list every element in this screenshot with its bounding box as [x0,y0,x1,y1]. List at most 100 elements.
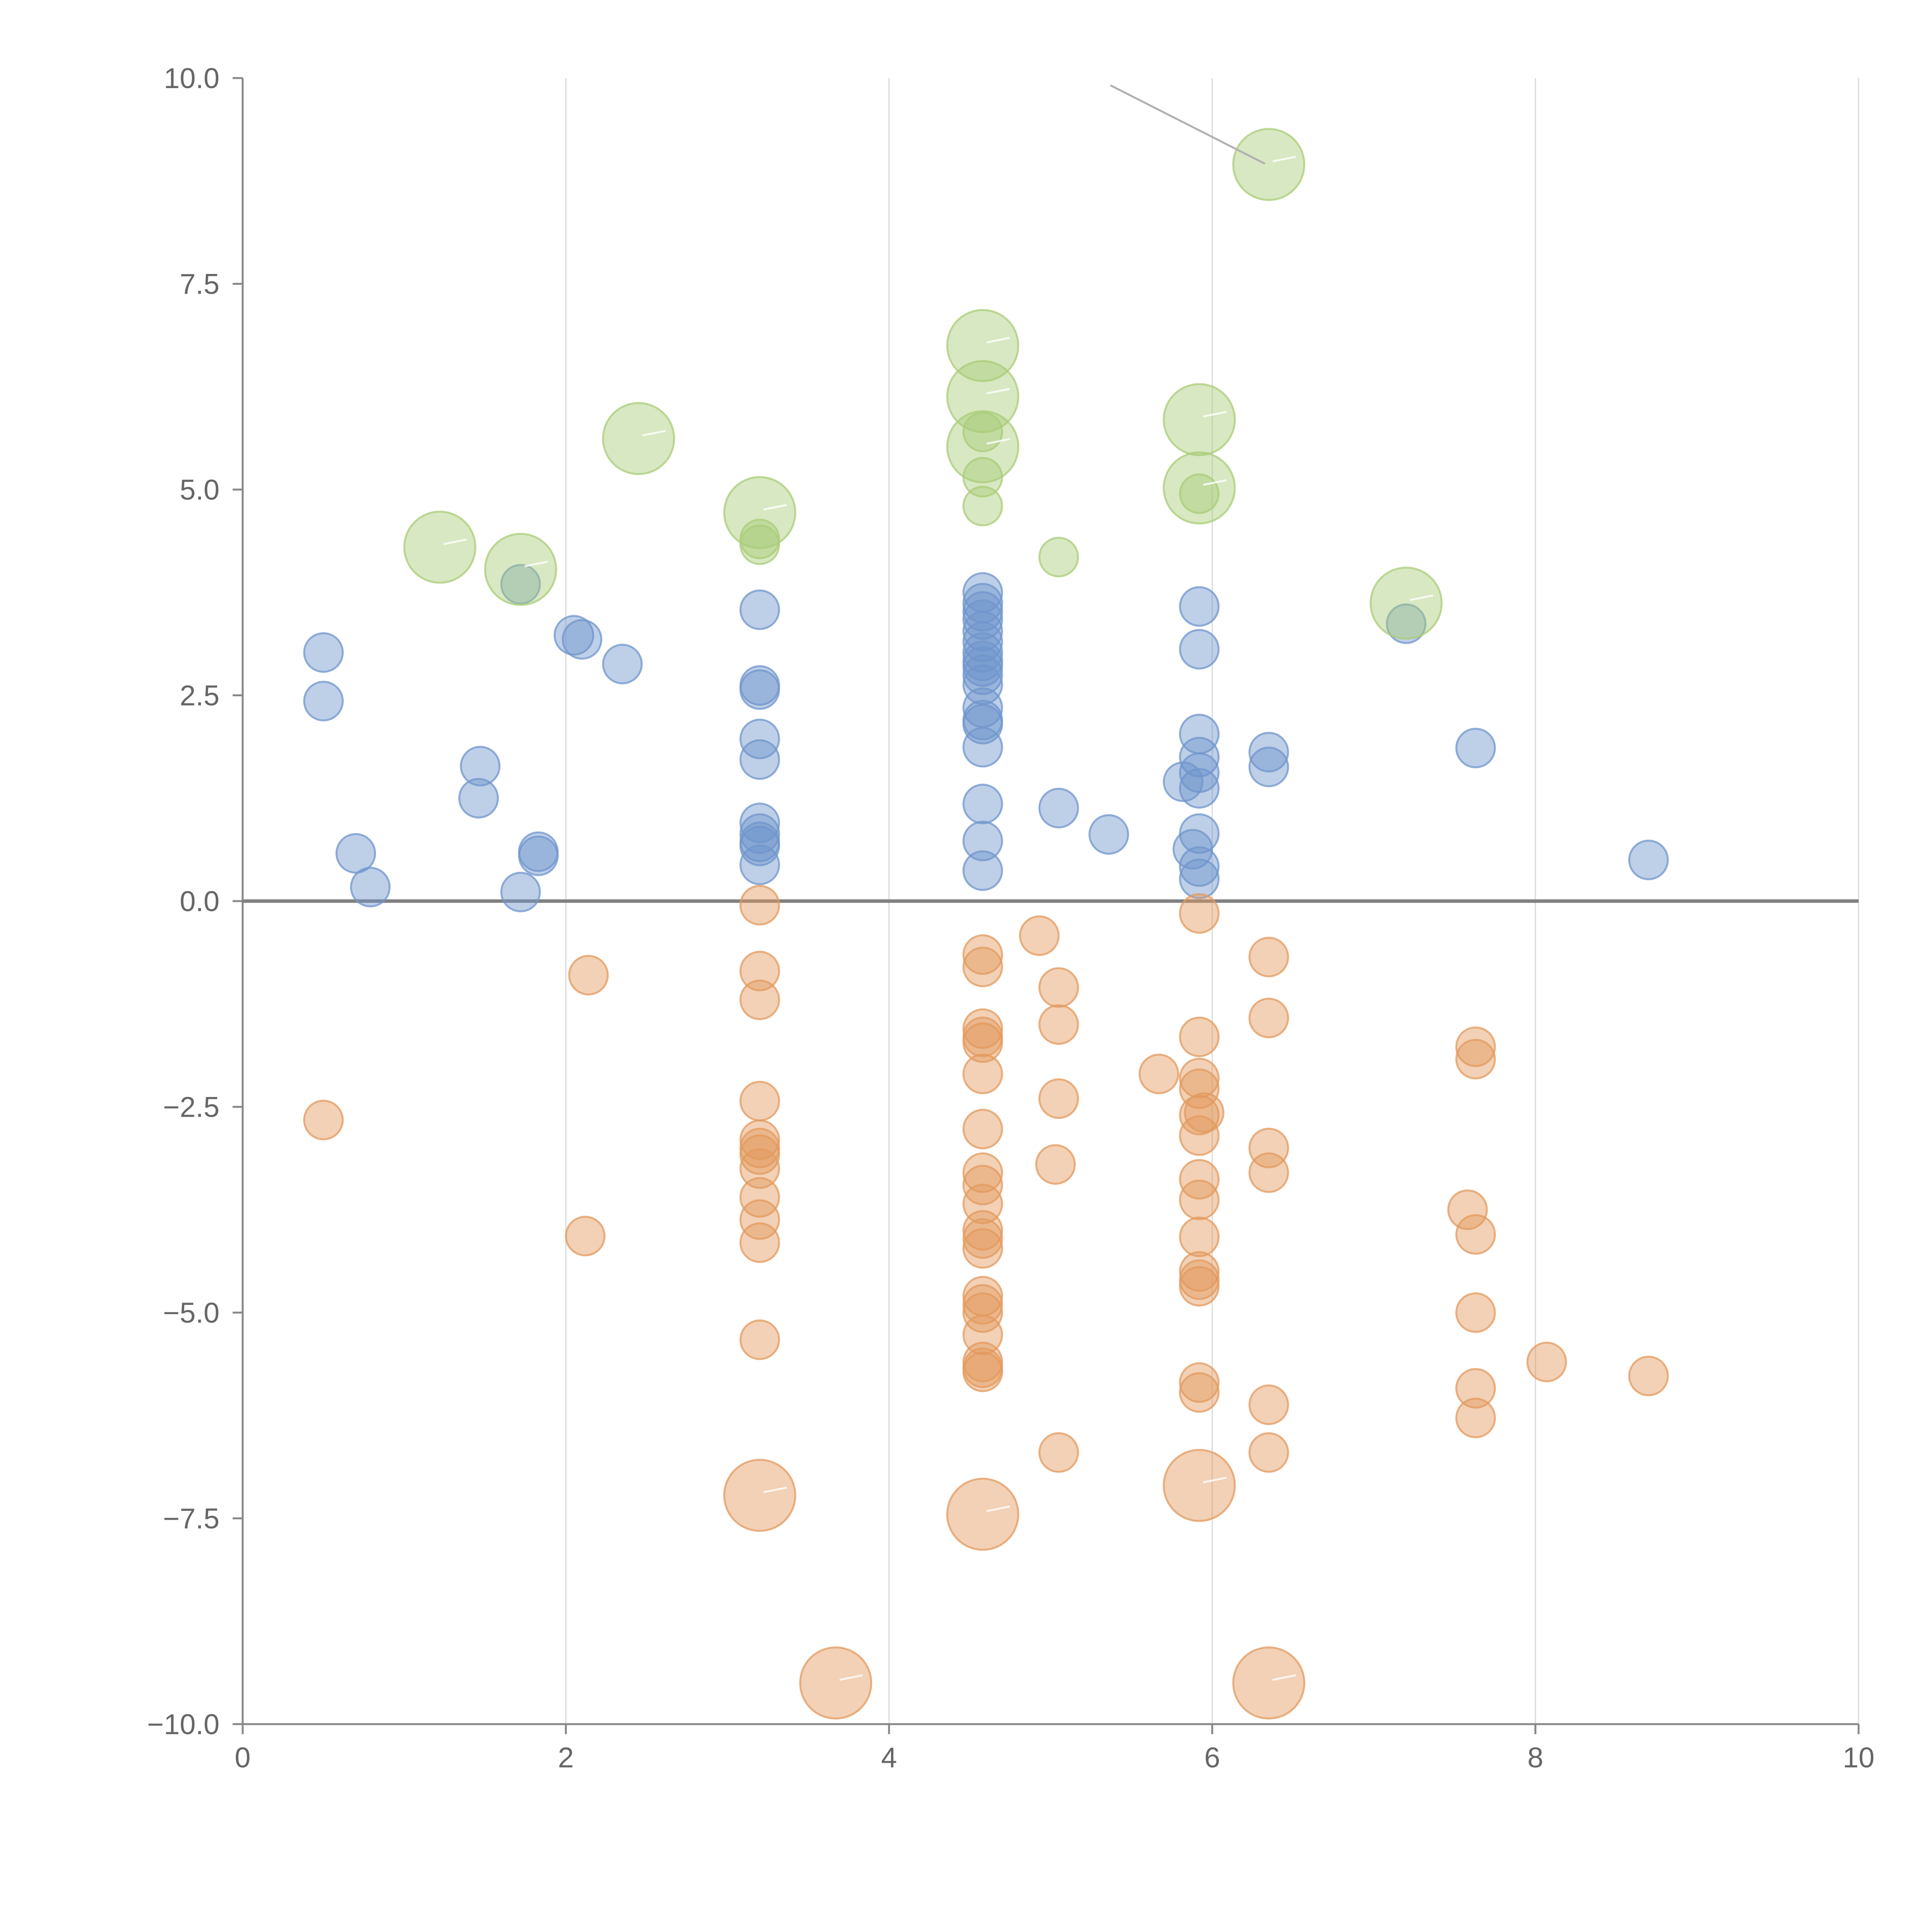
point-blue-small-17 [739,739,780,780]
point-orange-small-27 [962,1228,1003,1269]
leader-line-4 [1272,1674,1296,1681]
point-green-large-0 [403,510,476,584]
tick-labels: 0 2 4 6 8 10 10.0 7.5 5.0 2.5 0.0 −2.5 −5.0 −7.5 −10.0 [147,62,1874,1774]
point-blue-small-49 [1163,761,1204,802]
point-blue-small-5 [350,867,391,908]
point-orange-small-42 [1179,893,1220,934]
point-blue-small-43 [1179,586,1220,627]
point-blue-small-44 [1179,629,1220,670]
leader-line-5 [443,538,467,545]
y-tick-label-8: −10.0 [147,1708,219,1740]
point-blue-small-40 [962,850,1003,891]
point-blue-small-16 [739,718,780,759]
point-orange-small-17 [962,1008,1003,1049]
point-blue-small-42 [1088,814,1129,855]
point-blue-small-13 [739,589,780,630]
point-orange-small-5 [739,980,780,1020]
leader-line-1 [986,1505,1010,1512]
point-blue-small-11 [518,835,559,876]
data-points [303,128,1669,1719]
point-blue-small-27 [962,611,1003,651]
y-tick-label-1: 7.5 [180,268,219,300]
point-blue-small-2 [460,746,501,787]
point-orange-small-71 [1628,1355,1669,1396]
point-orange-small-1 [568,955,609,996]
axes [233,77,1860,1734]
point-blue-small-54 [1248,731,1289,772]
point-orange-small-58 [1248,997,1289,1038]
point-blue-small-37 [962,727,1003,768]
point-orange-small-41 [1138,1053,1179,1094]
point-orange-small-37 [1038,1004,1079,1045]
point-green-small-1 [739,524,780,565]
point-orange-small-65 [1455,1039,1496,1080]
point-orange-small-35 [1019,915,1060,956]
point-orange-small-22 [962,1152,1003,1193]
point-blue-small-19 [739,813,780,854]
x-tick-label-5: 10 [1843,1742,1874,1774]
point-orange-small-30 [962,1292,1003,1333]
point-blue-small-6 [500,564,541,605]
point-green-large-7 [1163,383,1236,456]
point-orange-small-19 [962,1022,1003,1063]
point-blue-small-26 [962,599,1003,640]
y-tick-label-5: −2.5 [163,1091,219,1123]
point-green-small-6 [1179,473,1220,514]
point-orange-small-52 [1179,1251,1220,1292]
point-blue-small-38 [962,784,1003,825]
point-orange-small-67 [1455,1292,1496,1333]
leader-line-12 [1203,411,1227,418]
point-orange-small-20 [962,1053,1003,1094]
point-green-large-4 [946,309,1019,382]
leader-line-9 [986,337,1010,344]
point-orange-small-15 [962,934,1003,975]
point-blue-small-12 [500,872,541,913]
point-orange-large-1 [946,1478,1019,1551]
leader-line-13 [1203,479,1227,486]
point-blue-small-8 [561,619,602,660]
point-orange-small-10 [739,1148,780,1189]
point-blue-small-36 [962,704,1003,745]
x-tick-label-3: 6 [1204,1742,1220,1774]
point-orange-small-4 [739,951,780,992]
point-green-small-2 [962,412,1003,452]
point-blue-small-0 [303,632,344,673]
point-blue-small-55 [1248,747,1289,787]
point-orange-small-12 [739,1199,780,1240]
point-orange-small-6 [739,1081,780,1122]
point-blue-small-48 [1179,768,1220,809]
x-tick-label-1: 2 [558,1742,574,1774]
point-green-large-9 [1232,128,1306,201]
leader-line-3 [839,1674,863,1681]
point-orange-small-57 [1248,937,1289,978]
point-orange-small-3 [739,885,780,926]
point-orange-small-63 [1447,1189,1488,1230]
leader-line-7 [642,430,666,437]
point-blue-small-52 [1179,846,1220,887]
point-blue-small-46 [1179,736,1220,777]
point-orange-small-59 [1248,1128,1289,1168]
point-green-small-3 [962,457,1003,498]
x-tick-label-4: 8 [1527,1742,1543,1774]
point-blue-small-39 [962,821,1003,862]
point-orange-small-39 [1035,1144,1076,1185]
point-orange-small-25 [962,1210,1003,1251]
point-green-large-6 [946,410,1019,483]
point-orange-small-66 [1455,1214,1496,1255]
point-orange-small-55 [1179,1362,1220,1403]
point-blue-small-29 [962,632,1003,673]
leader-line-0 [763,1486,787,1493]
point-blue-small-57 [1455,728,1496,769]
point-orange-small-62 [1248,1432,1289,1473]
leader-line-14 [1272,156,1296,163]
point-orange-large-2 [1163,1449,1236,1522]
point-orange-small-64 [1455,1026,1496,1067]
point-green-large-5 [946,360,1019,433]
leader-line-15 [1410,594,1434,601]
y-tick-label-2: 5.0 [180,474,219,506]
point-blue-small-32 [962,654,1003,695]
leader-line-11 [986,438,1010,445]
point-blue-small-41 [1038,787,1079,828]
point-orange-small-40 [1038,1432,1079,1473]
